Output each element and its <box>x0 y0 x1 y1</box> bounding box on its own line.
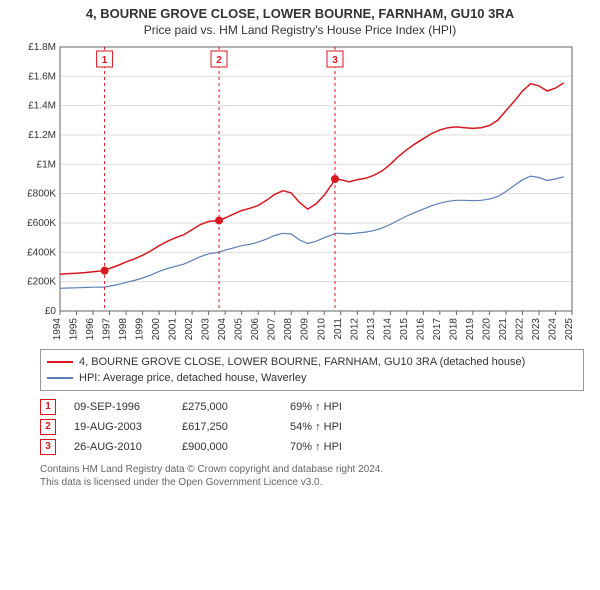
svg-text:£200K: £200K <box>27 277 56 288</box>
svg-text:£1M: £1M <box>37 159 56 170</box>
svg-text:2013: 2013 <box>366 318 377 341</box>
chart-area: £0 £200K £400K £600K £800K £1M £1.2M £1.4M £1.6M… <box>20 41 580 341</box>
svg-text:2018: 2018 <box>448 318 459 341</box>
sale-row: 2 19-AUG-2003 £617,250 54% ↑ HPI <box>40 417 584 437</box>
sale-badge: 3 <box>40 439 56 455</box>
legend-item: HPI: Average price, detached house, Wave… <box>47 370 577 386</box>
sale-row: 3 26-AUG-2010 £900,000 70% ↑ HPI <box>40 437 584 457</box>
footer-attribution: Contains HM Land Registry data © Crown c… <box>40 463 584 489</box>
svg-text:2023: 2023 <box>531 318 542 341</box>
svg-text:2022: 2022 <box>514 318 525 341</box>
svg-text:2017: 2017 <box>432 318 443 341</box>
svg-text:2011: 2011 <box>333 318 344 340</box>
sales-table: 1 09-SEP-1996 £275,000 69% ↑ HPI 2 19-AUG-200… <box>40 397 584 457</box>
legend: 4, BOURNE GROVE CLOSE, LOWER BOURNE, FAR… <box>40 349 584 391</box>
svg-text:£1.6M: £1.6M <box>28 71 56 82</box>
svg-text:£1.4M: £1.4M <box>28 101 56 112</box>
chart-svg: £0 £200K £400K £600K £800K £1M £1.2M £1.4M £1.6M… <box>20 41 580 341</box>
chart-subtitle: Price paid vs. HM Land Registry's House … <box>0 21 600 41</box>
svg-text:2004: 2004 <box>217 318 228 341</box>
sale-hpi: 54% ↑ HPI <box>290 417 380 437</box>
svg-text:1995: 1995 <box>69 318 80 341</box>
svg-text:2007: 2007 <box>267 318 278 341</box>
sale-hpi: 70% ↑ HPI <box>290 437 380 457</box>
sale-price: £617,250 <box>182 417 272 437</box>
svg-text:1999: 1999 <box>135 318 146 341</box>
legend-label: HPI: Average price, detached house, Wave… <box>79 370 306 386</box>
legend-item: 4, BOURNE GROVE CLOSE, LOWER BOURNE, FAR… <box>47 354 577 370</box>
svg-text:£1.2M: £1.2M <box>28 130 56 141</box>
svg-text:2002: 2002 <box>184 318 195 341</box>
svg-text:2009: 2009 <box>300 318 311 341</box>
sale-date: 19-AUG-2003 <box>74 417 164 437</box>
svg-text:2024: 2024 <box>547 318 558 341</box>
svg-text:2: 2 <box>216 55 222 66</box>
svg-text:2008: 2008 <box>283 318 294 341</box>
svg-text:3: 3 <box>332 55 338 66</box>
svg-text:£600K: £600K <box>27 218 56 229</box>
sale-date: 26-AUG-2010 <box>74 437 164 457</box>
legend-swatch <box>47 361 73 363</box>
chart-title: 4, BOURNE GROVE CLOSE, LOWER BOURNE, FAR… <box>0 0 600 21</box>
svg-text:2005: 2005 <box>234 318 245 341</box>
svg-text:2001: 2001 <box>168 318 179 341</box>
legend-swatch <box>47 377 73 379</box>
svg-text:£0: £0 <box>45 306 57 317</box>
footer-line: This data is licensed under the Open Gov… <box>40 476 584 489</box>
sale-row: 1 09-SEP-1996 £275,000 69% ↑ HPI <box>40 397 584 417</box>
svg-text:2019: 2019 <box>465 318 476 341</box>
svg-text:2020: 2020 <box>481 318 492 341</box>
svg-text:2010: 2010 <box>316 318 327 341</box>
svg-text:2006: 2006 <box>250 318 261 341</box>
svg-text:2016: 2016 <box>415 318 426 341</box>
sale-hpi: 69% ↑ HPI <box>290 397 380 417</box>
footer-line: Contains HM Land Registry data © Crown c… <box>40 463 584 476</box>
svg-text:£800K: £800K <box>27 189 56 200</box>
svg-text:1996: 1996 <box>85 318 96 341</box>
svg-text:1998: 1998 <box>118 318 129 341</box>
sale-price: £900,000 <box>182 437 272 457</box>
page: { "title": "4, BOURNE GROVE CLOSE, LOWER… <box>0 0 600 590</box>
sale-badge: 1 <box>40 399 56 415</box>
svg-text:2000: 2000 <box>151 318 162 341</box>
sale-price: £275,000 <box>182 397 272 417</box>
legend-label: 4, BOURNE GROVE CLOSE, LOWER BOURNE, FAR… <box>79 354 525 370</box>
svg-text:2021: 2021 <box>498 318 509 341</box>
sale-date: 09-SEP-1996 <box>74 397 164 417</box>
svg-text:£1.8M: £1.8M <box>28 42 56 53</box>
svg-text:2014: 2014 <box>382 318 393 341</box>
sale-badge: 2 <box>40 419 56 435</box>
svg-text:1: 1 <box>102 55 108 66</box>
svg-text:£400K: £400K <box>27 247 56 258</box>
svg-text:1997: 1997 <box>102 318 113 341</box>
svg-text:2025: 2025 <box>564 318 575 341</box>
svg-text:2003: 2003 <box>201 318 212 341</box>
svg-text:1994: 1994 <box>52 318 63 341</box>
svg-text:2015: 2015 <box>399 318 410 341</box>
svg-text:2012: 2012 <box>349 318 360 341</box>
